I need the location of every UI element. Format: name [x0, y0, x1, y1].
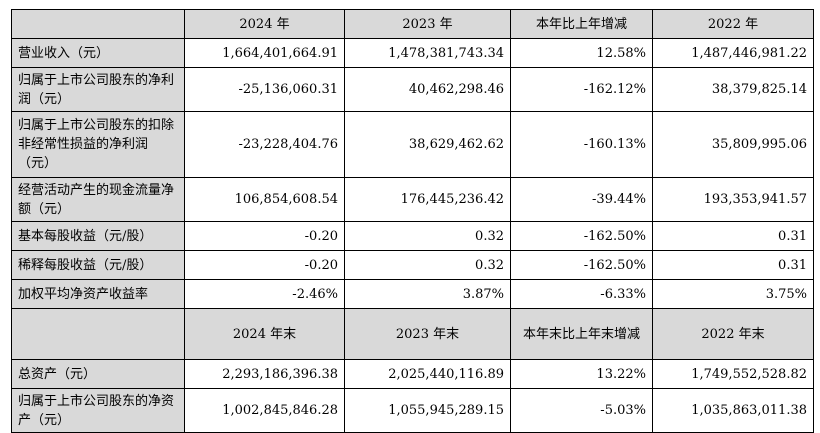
column-header: 2024 年末 [184, 308, 345, 360]
value-cell: -162.50% [510, 250, 653, 280]
value-cell: 0.31 [652, 250, 814, 280]
value-cell: 0.32 [344, 250, 511, 280]
row-label: 经营活动产生的现金流量净额（元） [11, 177, 185, 222]
value-cell: -39.44% [510, 177, 653, 222]
row-label: 稀释每股收益（元/股） [11, 250, 185, 280]
table-row: 经营活动产生的现金流量净额（元） 106,854,608.54 176,445,23… [11, 177, 814, 222]
value-cell: 0.32 [344, 221, 511, 251]
value-cell: -0.20 [184, 221, 345, 251]
value-cell: 176,445,236.42 [344, 177, 511, 222]
column-header: 2023 年末 [344, 308, 511, 360]
column-header: 2024 年 [184, 9, 345, 39]
value-cell: 1,749,552,528.82 [652, 359, 814, 389]
row-label: 总资产（元） [11, 359, 185, 389]
column-header: 2023 年 [344, 9, 511, 39]
value-cell: -0.20 [184, 250, 345, 280]
value-cell: 35,809,995.06 [652, 111, 814, 178]
value-cell: 3.75% [652, 279, 814, 309]
table-row: 归属于上市公司股东的净资产（元） 1,002,845,846.28 1,055,94… [11, 388, 814, 433]
value-cell: 0.31 [652, 221, 814, 251]
value-cell: 193,353,941.57 [652, 177, 814, 222]
row-label: 营业收入（元） [11, 38, 185, 68]
value-cell: -2.46% [184, 279, 345, 309]
value-cell: -25,136,060.31 [184, 67, 345, 112]
value-cell: 1,664,401,664.91 [184, 38, 345, 68]
value-cell: 1,035,863,011.38 [652, 388, 814, 433]
header-corner [11, 9, 185, 39]
column-header: 2022 年末 [652, 308, 814, 360]
value-cell: 2,293,186,396.38 [184, 359, 345, 389]
table-row: 基本每股收益（元/股） -0.20 0.32 -162.50% 0.31 [11, 221, 814, 251]
value-cell: -162.50% [510, 221, 653, 251]
value-cell: -5.03% [510, 388, 653, 433]
value-cell: 38,629,462.62 [344, 111, 511, 178]
value-cell: 40,462,298.46 [344, 67, 511, 112]
value-cell: -160.13% [510, 111, 653, 178]
column-header: 2022 年 [652, 9, 814, 39]
value-cell: 3.87% [344, 279, 511, 309]
value-cell: 1,002,845,846.28 [184, 388, 345, 433]
value-cell: 1,487,446,981.22 [652, 38, 814, 68]
table-row: 归属于上市公司股东的净利润（元） -25,136,060.31 40,462,298… [11, 67, 814, 112]
value-cell: -162.12% [510, 67, 653, 112]
value-cell: 12.58% [510, 38, 653, 68]
column-header: 本年末比上年末增减 [510, 308, 653, 360]
value-cell: -6.33% [510, 279, 653, 309]
row-label: 归属于上市公司股东的扣除非经常性损益的净利润（元） [11, 111, 185, 178]
value-cell: 1,478,381,743.34 [344, 38, 511, 68]
value-cell: 1,055,945,289.15 [344, 388, 511, 433]
value-cell: 38,379,825.14 [652, 67, 814, 112]
table-row: 稀释每股收益（元/股） -0.20 0.32 -162.50% 0.31 [11, 250, 814, 280]
value-cell: -23,228,404.76 [184, 111, 345, 178]
row-label: 基本每股收益（元/股） [11, 221, 185, 251]
table-row: 加权平均净资产收益率 -2.46% 3.87% -6.33% 3.75% [11, 279, 814, 309]
table-row: 归属于上市公司股东的扣除非经常性损益的净利润（元） -23,228,404.76 3… [11, 111, 814, 178]
table-row: 总资产（元） 2,293,186,396.38 2,025,440,116.89 13… [11, 359, 814, 389]
table-body: 2024 年 2023 年本年比上年增减 2022 年营业收入（元） 1,664,40… [11, 9, 814, 433]
value-cell: 106,854,608.54 [184, 177, 345, 222]
header-row-year-end: 2024 年末 2023 年末 本年末比上年末增减 2022 年末 [11, 308, 814, 360]
row-label: 加权平均净资产收益率 [11, 279, 185, 309]
header-corner [11, 308, 185, 360]
header-row-years: 2024 年 2023 年本年比上年增减 2022 年 [11, 9, 814, 39]
row-label: 归属于上市公司股东的净资产（元） [11, 388, 185, 433]
value-cell: 2,025,440,116.89 [344, 359, 511, 389]
column-header: 本年比上年增减 [510, 9, 653, 39]
value-cell: 13.22% [510, 359, 653, 389]
row-label: 归属于上市公司股东的净利润（元） [11, 67, 185, 112]
table-row: 营业收入（元） 1,664,401,664.91 1,478,381,743.34 1… [11, 38, 814, 68]
financial-summary-table: 2024 年 2023 年本年比上年增减 2022 年营业收入（元） 1,664,40… [11, 9, 814, 433]
